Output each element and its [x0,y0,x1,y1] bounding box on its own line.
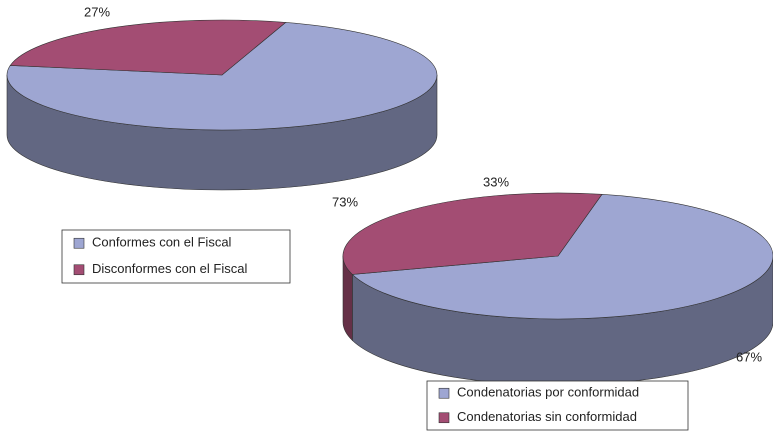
legend-swatch [73,264,85,276]
pie-slice [351,194,773,320]
pie-slice [9,19,287,76]
data-label: 27% [84,4,110,19]
data-label: 73% [332,194,358,209]
legend-label: Condenatorias por conformidad [457,385,639,400]
legend-label: Condenatorias sin conformidad [457,409,637,424]
legend-label: Conformes con el Fiscal [92,235,232,250]
legend-swatch [438,412,450,424]
legend-box [61,229,291,284]
data-label: 67% [736,349,762,364]
legend-box [426,380,689,431]
pie-slice [342,192,603,275]
legend-label: Disconformes con el Fiscal [92,261,247,276]
legend-swatch [438,387,450,399]
legend-swatch [73,237,85,249]
pie-slice [6,22,438,131]
data-label: 33% [483,174,509,189]
